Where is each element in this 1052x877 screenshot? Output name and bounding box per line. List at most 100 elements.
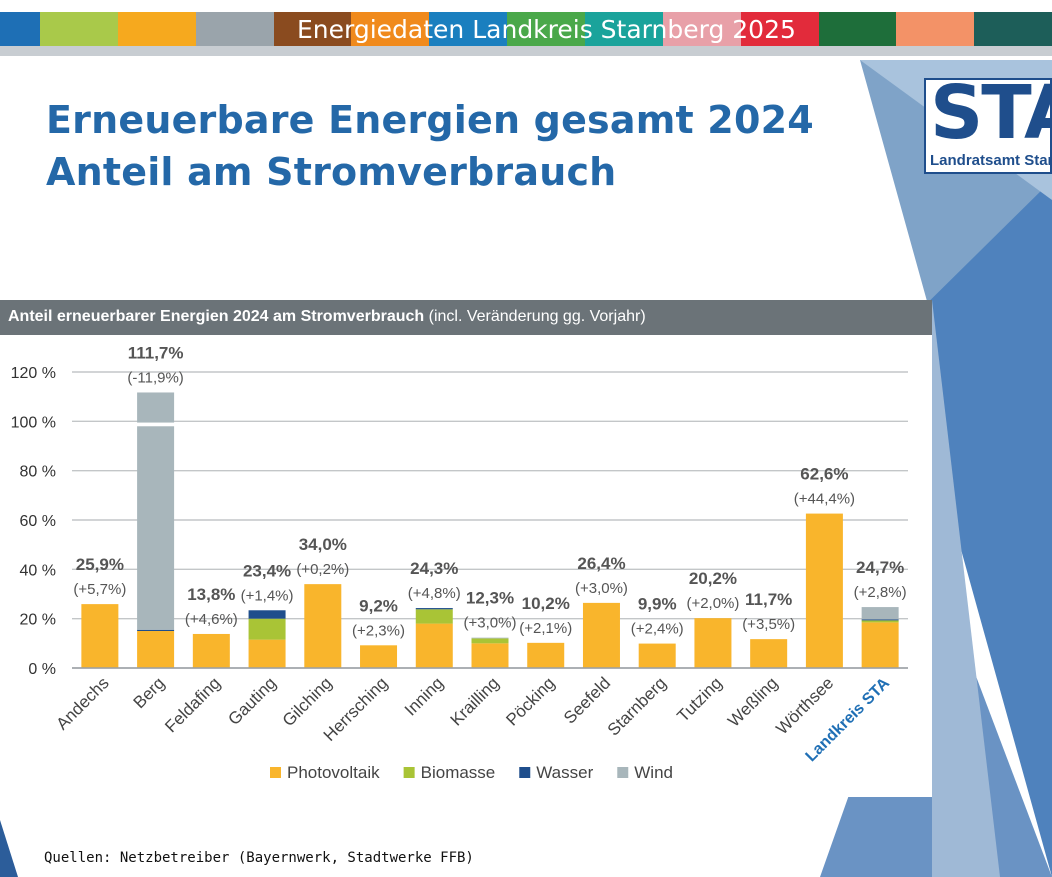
slide-title-line2: Anteil am Stromverbrauch	[46, 150, 617, 194]
change-label: (+3,0%)	[575, 580, 628, 597]
total-label: 34,0%	[299, 535, 347, 554]
axis-break	[135, 422, 177, 427]
logo-mark: STA	[930, 78, 1050, 156]
bar-segment	[304, 584, 342, 668]
x-tick-label: Krailling	[447, 673, 503, 729]
sources-note: Quellen: Netzbetreiber (Bayernwerk, Stad…	[44, 850, 474, 866]
bar-segment	[861, 620, 899, 623]
y-tick-label: 60 %	[20, 513, 56, 530]
x-tick-label: Starnberg	[604, 673, 670, 739]
bar-segment	[360, 645, 398, 668]
chart-title: Anteil erneuerbarer Energien 2024 am Str…	[8, 308, 425, 325]
y-tick-label: 120 %	[11, 365, 56, 382]
change-label: (+2,1%)	[519, 620, 572, 637]
header-stripe-segment	[662, 12, 741, 46]
total-label: 10,2%	[522, 594, 570, 613]
bar-segment	[248, 618, 286, 640]
chart-panel: Anteil erneuerbarer Energien 2024 am Str…	[0, 300, 932, 797]
chart-title-bar: Anteil erneuerbarer Energien 2024 am Str…	[0, 300, 932, 335]
x-tick-label: Gauting	[224, 673, 280, 729]
legend-label: Biomasse	[421, 763, 496, 782]
bar-segment	[471, 637, 509, 639]
total-label: 25,9%	[76, 555, 124, 574]
header-stripe-segment	[896, 12, 975, 46]
header-stripe-segment	[974, 12, 1052, 46]
change-label: (+2,0%)	[686, 595, 739, 612]
legend-swatch	[617, 767, 629, 778]
change-label: (+2,4%)	[631, 621, 684, 638]
header-stripe-segment	[507, 12, 585, 46]
change-label: (+5,7%)	[73, 581, 126, 598]
total-label: 111,7%	[128, 343, 184, 362]
bar-segment	[471, 643, 509, 668]
header-stripe-segment	[273, 12, 352, 46]
x-tick-label: Berg	[130, 673, 169, 712]
change-label: (+3,5%)	[742, 616, 795, 633]
bg-shape-6	[0, 820, 18, 877]
bar-segment	[81, 604, 119, 668]
chart: 0 % 20 % 40 % 60 % 80 % 100 % 120 % 25,9% (+5,7%…	[11, 343, 908, 782]
change-label: (+44,4%)	[794, 491, 855, 508]
bar-segment	[248, 610, 286, 619]
bg-shape-5	[932, 300, 1000, 877]
bar-segment	[694, 618, 732, 668]
chart-subtitle: (incl. Veränderung gg. Vorjahr)	[428, 308, 646, 325]
x-tick-label: Pöcking	[502, 673, 558, 729]
legend-label: Wasser	[536, 763, 593, 782]
y-tick-label: 40 %	[20, 562, 56, 579]
bar-segment	[248, 639, 286, 668]
total-label: 24,3%	[410, 559, 458, 578]
x-tick-label: Inning	[401, 673, 447, 719]
bar-segment	[861, 619, 899, 621]
total-label: 9,9%	[638, 595, 677, 614]
legend-swatch	[270, 767, 281, 778]
bar-segment	[805, 513, 843, 668]
change-label: (+1,4%)	[241, 587, 294, 604]
header-stripe-segment	[195, 12, 274, 46]
legend-label: Wind	[634, 763, 673, 782]
total-label: 62,6%	[800, 465, 848, 484]
header-stripe-segment	[351, 12, 430, 46]
total-label: 26,4%	[577, 554, 625, 573]
x-tick-label: Tutzing	[673, 673, 725, 725]
x-tick-label: Weßling	[724, 673, 781, 730]
change-label: (+4,8%)	[408, 585, 461, 602]
y-tick-label: 0 %	[28, 661, 56, 678]
header-stripe	[0, 12, 1052, 46]
y-tick-label: 80 %	[20, 464, 56, 481]
total-label: 24,7%	[856, 558, 904, 577]
bar-segment	[137, 631, 175, 668]
bar-segment	[861, 607, 899, 620]
header-stripe-segment	[39, 12, 118, 46]
bar-segment	[471, 638, 509, 644]
bar-segment	[137, 629, 175, 631]
bar-segment	[415, 608, 453, 610]
header-stripe-segment	[740, 12, 819, 46]
change-label: (+2,3%)	[352, 622, 405, 639]
x-tick-label: Feldafing	[161, 673, 224, 736]
x-tick-label: Gilching	[279, 673, 336, 730]
legend-label: Photovoltaik	[287, 763, 380, 782]
y-tick-label: 100 %	[11, 414, 56, 431]
legend-swatch	[403, 767, 415, 778]
change-label: (+0,2%)	[296, 561, 349, 578]
total-label: 13,8%	[187, 585, 235, 604]
change-label: (+2,8%)	[854, 584, 907, 601]
logo-caption: Landratsamt Starnberg	[930, 152, 1052, 169]
bar-segment	[415, 623, 453, 668]
header-stripe-segment	[117, 12, 196, 46]
change-label: (-11,9%)	[127, 369, 183, 386]
bar-segment	[192, 633, 230, 668]
header-stripe-segment	[429, 12, 508, 46]
total-label: 11,7%	[745, 590, 792, 609]
header-stripe-segment	[584, 12, 663, 46]
change-label: (+4,6%)	[185, 611, 238, 628]
bar-segment	[527, 642, 565, 668]
header-stripe-segment	[0, 12, 40, 46]
bar-segment	[582, 602, 620, 668]
x-tick-label: Andechs	[52, 673, 112, 733]
total-label: 12,3%	[466, 589, 514, 608]
total-label: 23,4%	[243, 561, 291, 580]
